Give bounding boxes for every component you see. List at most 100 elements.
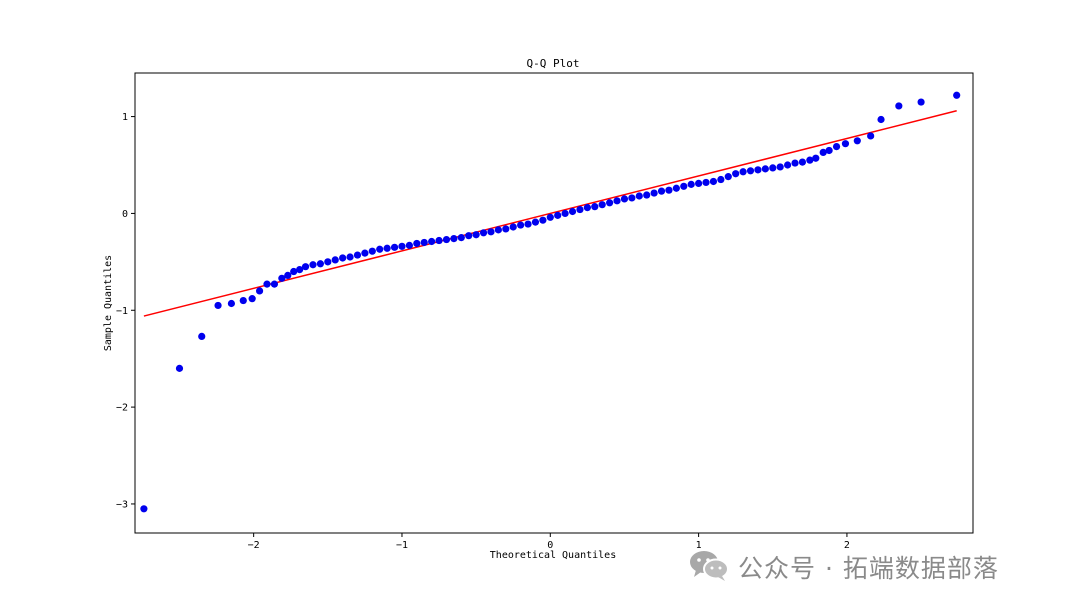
watermark-text: 公众号 · 拓端数据部落 <box>738 554 999 583</box>
x-tick-label: 2 <box>844 540 850 551</box>
data-point <box>628 194 636 202</box>
data-point <box>825 146 833 155</box>
data-point <box>472 231 480 239</box>
data-point <box>568 207 577 216</box>
data-point <box>739 168 747 176</box>
data-point <box>853 137 861 145</box>
data-point <box>709 177 718 186</box>
data-point <box>819 148 827 157</box>
data-point <box>435 236 443 245</box>
y-tick-label: 1 <box>122 112 128 123</box>
data-point <box>657 187 666 195</box>
data-point <box>502 225 510 233</box>
data-point <box>665 186 673 194</box>
data-point <box>620 195 629 203</box>
data-point <box>278 274 286 282</box>
data-point <box>680 182 688 190</box>
data-point <box>953 91 961 99</box>
data-point <box>339 254 347 262</box>
data-point <box>255 287 264 295</box>
data-point <box>702 178 710 187</box>
data-point <box>554 211 562 219</box>
data-point <box>769 164 777 172</box>
plot-area-frame <box>134 72 974 534</box>
data-point <box>576 205 584 214</box>
y-axis-label: Sample Quantiles <box>103 255 114 351</box>
data-point <box>198 332 206 341</box>
watermark: 公众号 · 拓端数据部落 <box>688 549 999 585</box>
y-tick-label: −3 <box>116 499 128 510</box>
data-point <box>214 301 222 310</box>
y-tick-label: −1 <box>116 306 128 317</box>
data-point <box>494 226 502 234</box>
x-tick-label: −2 <box>248 540 260 551</box>
data-point <box>353 251 362 259</box>
data-point <box>613 197 621 205</box>
x-axis-label: Theoretical Quantiles <box>490 550 616 561</box>
data-point <box>346 253 354 261</box>
data-point <box>465 232 473 240</box>
data-point <box>479 229 488 237</box>
data-point <box>270 280 279 288</box>
data-point <box>290 267 298 276</box>
data-point <box>301 263 310 271</box>
data-point <box>635 192 643 200</box>
data-point <box>672 184 680 192</box>
data-point <box>717 175 725 184</box>
data-point <box>561 209 569 218</box>
data-point <box>331 256 339 264</box>
data-point <box>643 191 651 199</box>
data-point <box>324 258 332 266</box>
data-point <box>450 235 458 243</box>
data-point <box>841 140 850 148</box>
chart-title: Q-Q Plot <box>527 57 580 70</box>
data-point <box>398 242 406 250</box>
data-point <box>442 235 451 244</box>
data-point <box>309 261 317 269</box>
data-point <box>361 249 369 257</box>
data-point <box>539 216 547 224</box>
data-point <box>695 179 703 187</box>
scatter-points-layer <box>140 91 961 513</box>
data-point <box>832 143 841 151</box>
data-point <box>746 167 755 175</box>
data-point <box>895 102 903 110</box>
reference-line <box>143 110 957 317</box>
y-tick-label: 0 <box>122 209 128 220</box>
reference-line-layer <box>143 110 957 317</box>
data-point <box>583 204 591 212</box>
data-point <box>776 163 784 171</box>
data-point <box>509 223 517 231</box>
data-point <box>405 241 413 249</box>
data-point <box>917 98 925 106</box>
data-point <box>263 280 271 288</box>
data-point <box>390 243 399 251</box>
data-point <box>791 159 799 167</box>
y-tick-label: −2 <box>116 403 128 414</box>
data-point <box>806 156 814 164</box>
data-point <box>524 220 532 228</box>
data-point <box>413 239 421 248</box>
data-point <box>140 505 148 513</box>
data-point <box>239 296 247 305</box>
data-point <box>606 199 614 207</box>
data-point <box>598 201 606 209</box>
data-point <box>248 295 256 303</box>
data-point <box>284 271 292 279</box>
data-point <box>754 166 762 174</box>
data-point <box>428 237 436 246</box>
data-point <box>812 154 820 162</box>
data-point <box>383 244 391 252</box>
data-point <box>376 245 384 253</box>
data-point <box>175 364 184 372</box>
data-point <box>368 247 376 255</box>
data-point <box>877 115 885 124</box>
data-point <box>420 238 428 247</box>
data-point <box>591 203 599 211</box>
x-tick-label: 0 <box>547 540 553 551</box>
data-point <box>724 173 732 181</box>
x-tick-label: 1 <box>696 540 702 551</box>
x-tick-label: −1 <box>396 540 408 551</box>
data-point <box>867 132 875 140</box>
